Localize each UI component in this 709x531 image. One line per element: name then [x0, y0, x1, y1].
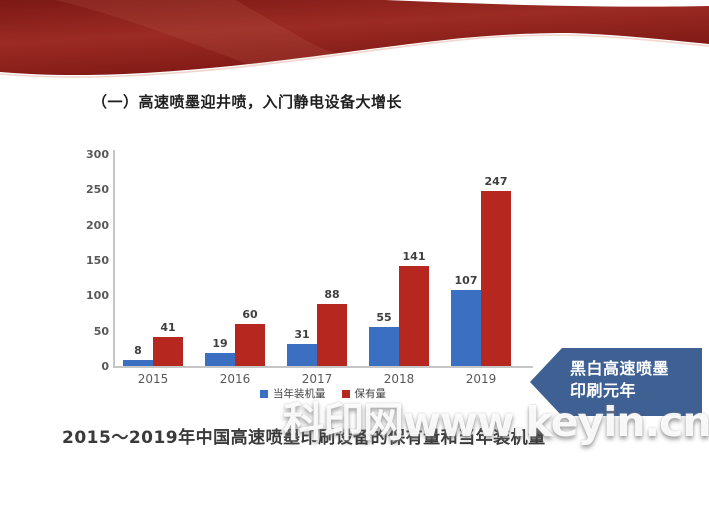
x-axis-line — [113, 366, 533, 368]
y-axis-line — [113, 150, 115, 366]
legend-swatch-icon — [260, 389, 268, 398]
bar-value-label: 41 — [160, 321, 176, 335]
y-axis-tick-label: 0 — [101, 360, 109, 373]
legend-swatch-icon — [341, 389, 350, 398]
y-axis-tick-label: 100 — [86, 289, 109, 303]
bar-当年装机量-2017 — [287, 344, 317, 366]
bar-保有量-2016 — [235, 323, 265, 366]
y-axis-tick-label: 200 — [86, 218, 109, 232]
x-axis-tick-label: 2018 — [383, 372, 415, 386]
bar-value-label: 141 — [402, 250, 426, 264]
bar-value-label: 55 — [376, 311, 392, 325]
x-axis-tick-label: 2015 — [137, 372, 169, 386]
bar-当年装机量-2015 — [123, 360, 153, 366]
legend-item: 当年装机量 — [260, 386, 326, 401]
bar-当年装机量-2018 — [369, 327, 399, 366]
callout-line1: 黑白高速喷墨 — [570, 359, 670, 378]
bar-value-label: 19 — [212, 336, 228, 350]
legend-label: 当年装机量 — [273, 388, 326, 400]
bar-value-label: 247 — [484, 175, 508, 189]
bar-保有量-2018 — [399, 266, 429, 366]
bar-value-label: 88 — [324, 287, 340, 301]
chart-caption: 2015～2019年中国高速喷墨印刷设备的保有量和当年装机量 — [62, 428, 546, 448]
callout-badge: 黑白高速喷墨 印刷元年 — [530, 346, 704, 418]
bar-chart: 0 50 100 150 200 250 300 8 41 2015 19 60 2016 31 88 201… — [85, 146, 560, 406]
slide-title: （一）高速喷墨迎井喷，入门静电设备大增长 — [92, 93, 403, 111]
callout-badge-text: 黑白高速喷墨 印刷元年 — [570, 358, 669, 402]
bar-value-label: 107 — [454, 274, 478, 288]
callout-arrow-shape — [530, 348, 702, 416]
y-axis-tick-label: 50 — [93, 324, 109, 338]
y-axis-tick-label: 300 — [86, 148, 109, 161]
y-axis-tick-label: 150 — [86, 254, 109, 267]
y-axis-tick-label: 250 — [86, 183, 109, 197]
bar-value-label: 8 — [134, 344, 142, 358]
red-banner-graphic — [0, 0, 709, 78]
bar-保有量-2017 — [317, 303, 347, 366]
bar-保有量-2019 — [481, 191, 511, 366]
bar-value-label: 31 — [294, 328, 310, 342]
bar-当年装机量-2019 — [451, 290, 481, 366]
bar-value-label: 60 — [242, 307, 258, 321]
legend-item: 保有量 — [341, 386, 387, 401]
legend-label: 保有量 — [354, 388, 387, 400]
bar-当年装机量-2016 — [205, 352, 235, 366]
x-axis-tick-label: 2019 — [465, 372, 497, 386]
bar-保有量-2015 — [153, 337, 183, 366]
x-axis-tick-label: 2016 — [219, 372, 251, 386]
x-axis-tick-label: 2017 — [301, 372, 333, 386]
callout-line2: 印刷元年 — [570, 381, 637, 400]
chart-legend: 当年装机量 保有量 — [113, 386, 533, 401]
